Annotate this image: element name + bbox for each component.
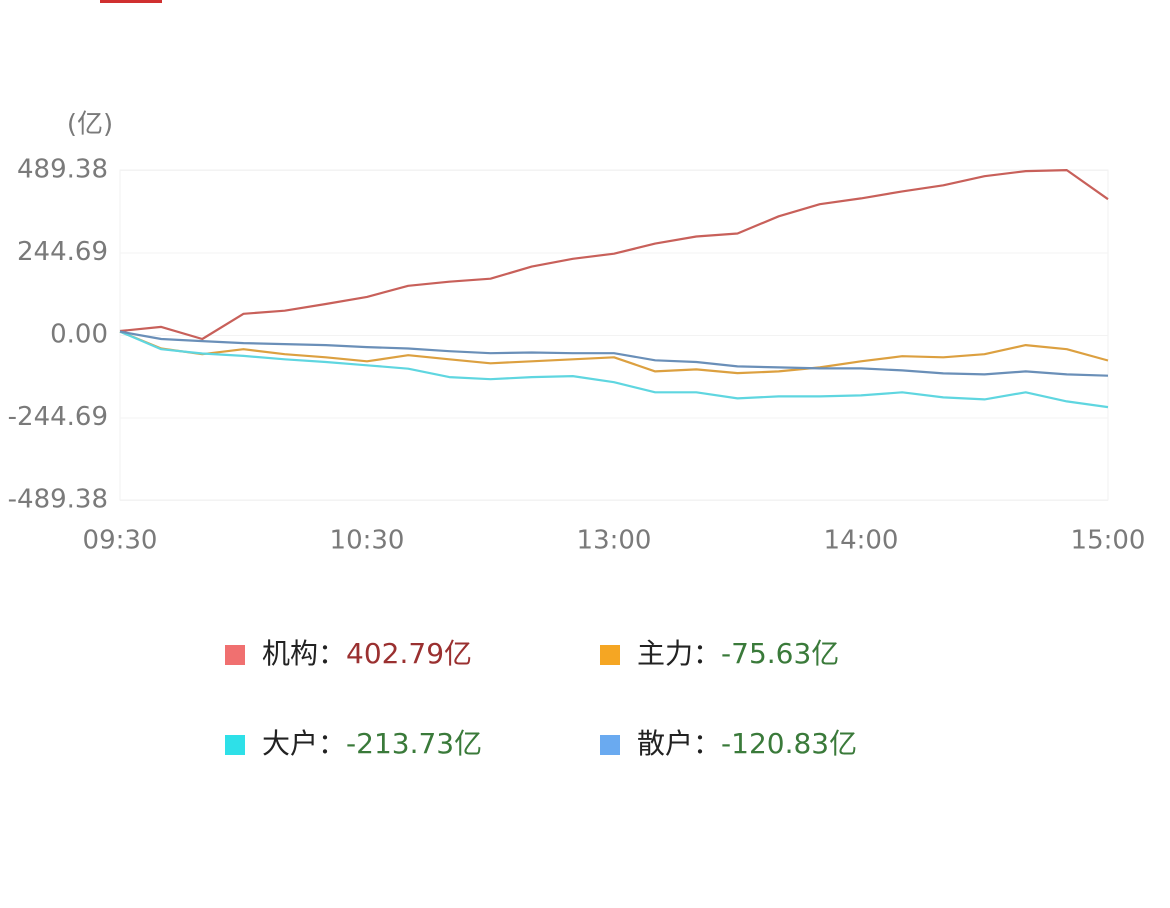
legend-value: 402.79亿 xyxy=(346,637,472,670)
legend-text: 机构：402.79亿 xyxy=(262,637,472,670)
legend-name: 大户 xyxy=(262,727,318,760)
legend-value: -120.83亿 xyxy=(721,727,857,760)
legend-value: -213.73亿 xyxy=(346,727,482,760)
y-tick-label: -489.38 xyxy=(8,485,108,515)
legend-swatch xyxy=(600,645,620,665)
x-tick-label: 09:30 xyxy=(83,526,158,556)
legend-separator: ： xyxy=(693,727,721,760)
series-line xyxy=(119,330,1109,375)
x-tick-label: 15:00 xyxy=(1071,526,1146,556)
series-line xyxy=(119,169,1109,341)
legend-separator: ： xyxy=(693,637,721,670)
legend-name: 机构 xyxy=(262,637,318,670)
series-line xyxy=(119,330,1109,377)
x-tick-label: 13:00 xyxy=(577,526,652,556)
legend-text: 散户：-120.83亿 xyxy=(637,727,857,760)
legend-swatch xyxy=(600,735,620,755)
top-accent xyxy=(100,0,162,3)
legend-name: 主力 xyxy=(637,637,693,670)
series-line xyxy=(119,330,1109,409)
legend-separator: ： xyxy=(318,727,346,760)
legend-value: -75.63亿 xyxy=(721,637,839,670)
legend-swatch xyxy=(225,735,245,755)
y-tick-label: 244.69 xyxy=(17,237,108,267)
y-tick-label: 489.38 xyxy=(17,155,108,185)
legend-text: 主力：-75.63亿 xyxy=(637,637,839,670)
x-tick-label: 10:30 xyxy=(330,526,405,556)
legend-separator: ： xyxy=(318,637,346,670)
x-tick-label: 14:00 xyxy=(824,526,899,556)
y-tick-label: -244.69 xyxy=(8,402,108,432)
y-unit: (亿) xyxy=(67,110,113,140)
y-tick-label: 0.00 xyxy=(50,320,108,350)
legend-text: 大户：-213.73亿 xyxy=(262,727,482,760)
legend-name: 散户 xyxy=(637,727,693,760)
legend-swatch xyxy=(225,645,245,665)
